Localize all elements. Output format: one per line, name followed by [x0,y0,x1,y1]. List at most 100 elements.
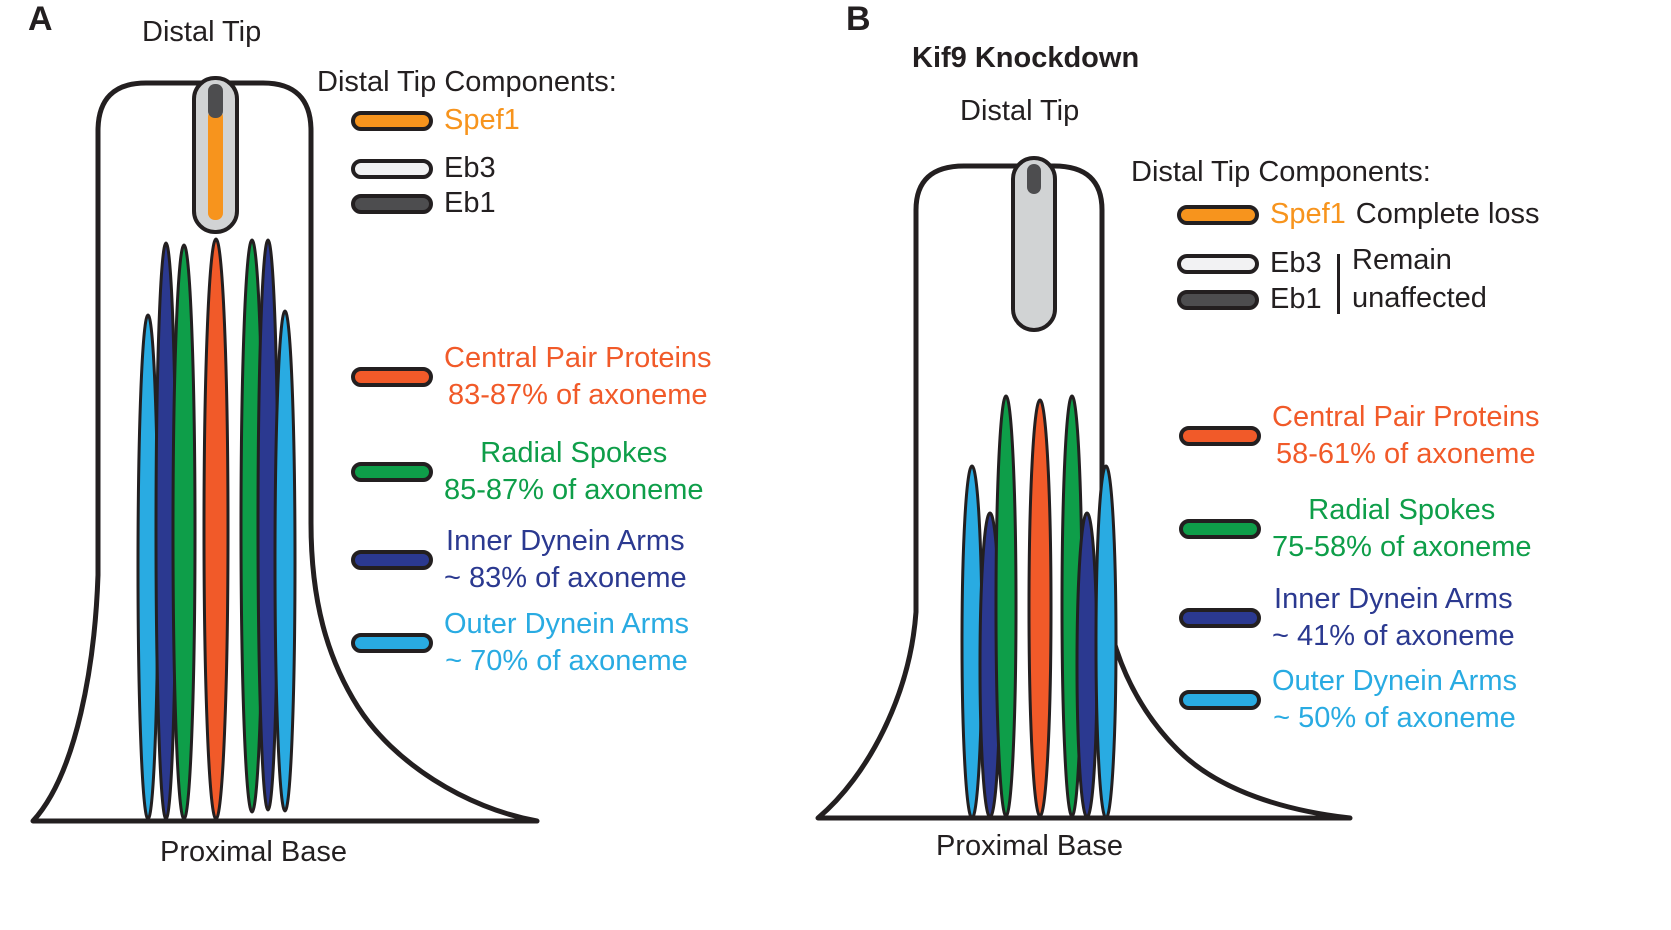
eb1-label: Eb1 [444,187,496,219]
outer-dynein-bar-right-a [273,309,297,813]
inner-dynein-capsule-icon [1179,608,1261,628]
legend-radial-spokes-b: Radial Spokes 75-58% of axoneme [1178,492,1532,566]
outer-dynein-capsule-fill [1179,690,1261,710]
legend-outer-dynein-a: Outer Dynein Arms ~ 70% of axoneme [350,606,689,680]
legend-item-name: Outer Dynein Arms [444,608,689,640]
spef1-capsule-fill [351,110,433,131]
inner-dynein-capsule-fill [1179,608,1261,628]
central-pair-capsule-icon [1179,426,1261,446]
eb-status-line2: unaffected [1352,282,1487,314]
eb1-tip-bar-a [208,84,223,118]
eb1-capsule-icon [1177,289,1259,310]
eb3-label: Eb3 [1270,247,1322,279]
legend-item-extent: 85-87% of axoneme [444,474,704,506]
legend-central-pair-text-b: Central Pair Proteins 58-61% of axoneme [1272,399,1540,473]
eb3-capsule-icon [1177,253,1259,274]
legend-item-extent: ~ 41% of axoneme [1272,620,1515,652]
legend-eb1-b: Eb1 [1176,283,1322,316]
legend-radial-spokes-text-a: Radial Spokes 85-87% of axoneme [444,435,704,509]
panel-b-proximal-base-label: Proximal Base [936,830,1123,862]
eb1-capsule-fill [1177,289,1259,310]
legend-item-name: Inner Dynein Arms [1274,583,1513,615]
legend-inner-dynein-a: Inner Dynein Arms ~ 83% of axoneme [350,523,687,597]
panel-b-legend-title: Distal Tip Components: [1131,156,1431,188]
panel-b-distal-tip-label: Distal Tip [960,95,1080,127]
eb-bracket-line [1337,254,1340,314]
eb1-tip-bar-b [1027,164,1041,194]
spef1-tip-bar-a [208,110,223,220]
panel-b-letter: B [846,0,871,38]
radial-spokes-capsule-icon [351,462,433,482]
radial-spokes-capsule-fill [351,462,433,482]
legend-outer-dynein-text-b: Outer Dynein Arms ~ 50% of axoneme [1272,663,1517,737]
legend-spef1-b: Spef1 Complete loss [1176,198,1540,231]
legend-item-name: Outer Dynein Arms [1272,665,1517,697]
legend-item-name: Central Pair Proteins [1272,401,1540,433]
legend-central-pair-text-a: Central Pair Proteins 83-87% of axoneme [444,340,712,414]
legend-inner-dynein-text-b: Inner Dynein Arms ~ 41% of axoneme [1272,581,1515,655]
legend-eb3-b: Eb3 [1176,247,1322,280]
cilium-diagram-a [30,76,540,824]
radial-spokes-capsule-icon [1179,519,1261,539]
cilium-diagram-b [815,156,1353,821]
distal-tip-capsule-b [1011,156,1057,332]
outer-dynein-capsule-icon [351,633,433,653]
legend-central-pair-b: Central Pair Proteins 58-61% of axoneme [1178,399,1540,473]
legend-radial-spokes-a: Radial Spokes 85-87% of axoneme [350,435,704,509]
radial-spoke-bar-left-b [994,394,1018,818]
spef1-status: Complete loss [1355,198,1540,230]
eb-status-line1: Remain [1352,244,1452,276]
central-pair-bar-b [1027,398,1053,818]
panel-a-legend-title: Distal Tip Components: [317,66,617,98]
eb3-label: Eb3 [444,152,496,184]
legend-item-extent: 75-58% of axoneme [1272,531,1532,563]
spef1-capsule-icon [1177,204,1259,225]
eb3-capsule-fill [351,158,433,179]
legend-item-name: Radial Spokes [480,437,668,469]
eb3-capsule-fill [1177,253,1259,274]
panel-a-distal-tip-label: Distal Tip [142,16,262,48]
legend-item-name: Radial Spokes [1308,494,1496,526]
central-pair-capsule-fill [1179,426,1261,446]
outer-dynein-capsule-fill [351,633,433,653]
spef1-label: Spef1 [1270,198,1346,230]
legend-item-name: Central Pair Proteins [444,342,712,374]
legend-item-name: Inner Dynein Arms [446,525,685,557]
legend-outer-dynein-text-a: Outer Dynein Arms ~ 70% of axoneme [444,606,689,680]
inner-dynein-capsule-fill [351,550,433,570]
outer-dynein-bar-right-b [1094,464,1118,820]
legend-item-extent: ~ 50% of axoneme [1273,702,1516,734]
legend-eb1-a: Eb1 [350,187,496,220]
inner-dynein-bar-right-b [1075,511,1099,819]
legend-central-pair-a: Central Pair Proteins 83-87% of axoneme [350,340,712,414]
outer-dynein-capsule-icon [1179,690,1261,710]
legend-outer-dynein-b: Outer Dynein Arms ~ 50% of axoneme [1178,663,1517,737]
central-pair-bar-a [202,237,230,821]
legend-item-extent: ~ 70% of axoneme [445,645,688,677]
inner-dynein-capsule-icon [351,550,433,570]
eb3-capsule-icon [351,158,433,179]
spef1-capsule-icon [351,110,433,131]
panel-a-letter: A [28,0,53,38]
radial-spoke-bar-left-a [171,243,197,821]
eb1-capsule-icon [351,193,433,214]
spef1-label: Spef1 [444,104,520,136]
legend-inner-dynein-b: Inner Dynein Arms ~ 41% of axoneme [1178,581,1515,655]
legend-spef1-a: Spef1 [350,104,520,137]
legend-radial-spokes-text-b: Radial Spokes 75-58% of axoneme [1272,492,1532,566]
legend-item-extent: ~ 83% of axoneme [444,562,687,594]
legend-item-extent: 58-61% of axoneme [1276,438,1536,470]
eb1-label: Eb1 [1270,283,1322,315]
radial-spokes-capsule-fill [1179,519,1261,539]
panel-a-proximal-base-label: Proximal Base [160,836,347,868]
legend-inner-dynein-text-a: Inner Dynein Arms ~ 83% of axoneme [444,523,687,597]
central-pair-capsule-fill [351,367,433,387]
legend-eb3-a: Eb3 [350,152,496,185]
cilium-b-outline [815,163,1353,821]
central-pair-capsule-icon [351,367,433,387]
eb1-capsule-fill [351,193,433,214]
legend-item-extent: 83-87% of axoneme [448,379,708,411]
panel-b-title: Kif9 Knockdown [912,42,1140,74]
spef1-capsule-fill [1177,204,1259,225]
